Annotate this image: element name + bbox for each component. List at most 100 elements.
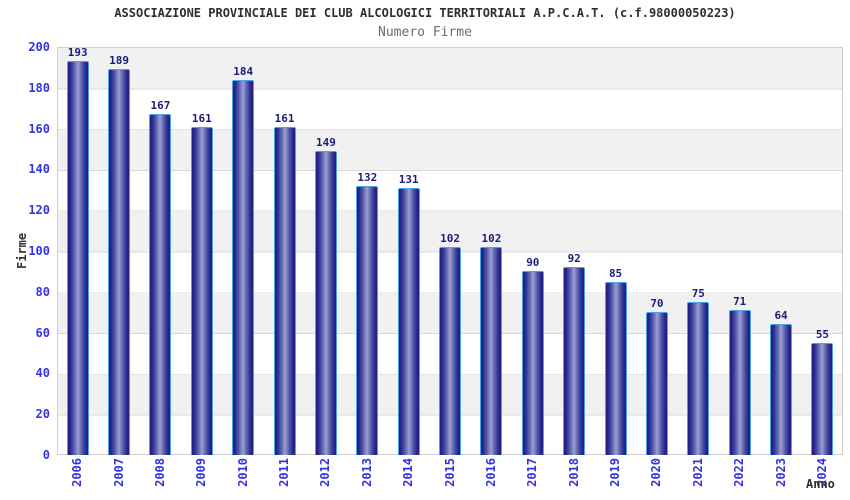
bar: [273, 126, 296, 455]
y-axis-tick-labels: 0 20 40 60 80 100 120 140 160 180 200: [0, 40, 50, 462]
bar-value-label: 189: [109, 54, 129, 68]
bar: [521, 271, 544, 455]
bar-slot-2011: 161: [264, 47, 305, 455]
bar: [190, 126, 213, 455]
bar-value-label: 102: [440, 231, 460, 245]
x-tick-label: 2017: [525, 458, 540, 487]
bar-slot-2018: 92: [554, 47, 595, 455]
bar: [314, 151, 337, 455]
bar-slot-2012: 149: [305, 47, 346, 455]
bar: [232, 79, 255, 455]
x-tick-label: 2010: [235, 458, 250, 487]
x-tick-slot: 2013: [347, 458, 388, 498]
x-tick-label: 2006: [70, 458, 85, 487]
y-tick-label: 40: [35, 366, 50, 381]
bar-value-label: 132: [357, 170, 378, 184]
bar-slot-2013: 132: [347, 47, 388, 455]
x-tick-label: 2012: [318, 458, 333, 487]
x-tick-label: 2011: [277, 458, 292, 487]
bar: [645, 312, 668, 455]
x-tick-slot: 2022: [719, 458, 760, 498]
x-tick-label: 2007: [111, 458, 126, 487]
y-tick-label: 180: [28, 80, 50, 95]
y-tick-label: 200: [28, 40, 50, 54]
bar: [604, 281, 627, 455]
x-tick-label: 2019: [608, 458, 623, 487]
x-tick-slot: 2017: [512, 458, 553, 498]
bar-slot-2014: 131: [388, 47, 429, 455]
chart-subtitle: Numero Firme: [378, 25, 472, 40]
y-tick-label: 20: [35, 407, 50, 422]
x-tick-slot: 2023: [760, 458, 801, 498]
bar: [687, 302, 710, 455]
bar-slot-2024: 55: [802, 47, 843, 455]
bar: [728, 310, 751, 455]
bar-slot-2016: 102: [471, 47, 512, 455]
bar: [108, 69, 131, 455]
x-tick-slot: 2006: [57, 458, 98, 498]
x-tick-slot: 2019: [595, 458, 636, 498]
bar: [811, 342, 834, 455]
bar-value-label: 161: [191, 111, 212, 125]
x-tick-slot: 2010: [223, 458, 264, 498]
y-tick-label: 160: [28, 121, 50, 136]
bar-value-label: 85: [608, 266, 623, 280]
bar: [439, 246, 462, 455]
bar: [356, 185, 379, 455]
x-tick-label: 2014: [401, 458, 416, 487]
bar-slot-2023: 64: [760, 47, 801, 455]
x-tick-slot: 2018: [554, 458, 595, 498]
bar: [563, 267, 586, 455]
x-tick-slot: 2021: [678, 458, 719, 498]
x-tick-slot: 2011: [264, 458, 305, 498]
x-tick-slot: 2015: [429, 458, 470, 498]
bar-value-label: 75: [691, 287, 705, 300]
bar: [770, 324, 793, 455]
x-tick-label: 2018: [566, 458, 581, 487]
x-tick-label: 2008: [152, 458, 167, 487]
y-tick-label: 140: [28, 162, 50, 177]
bar-value-label: 70: [650, 297, 664, 311]
bar-value-label: 149: [316, 136, 336, 150]
bar-slot-2021: 75: [678, 47, 719, 455]
bar-value-label: 102: [481, 231, 502, 245]
x-tick-slot: 2014: [388, 458, 429, 498]
bar: [480, 246, 503, 455]
x-tick-label: 2022: [732, 458, 747, 487]
bar-value-label: 167: [150, 99, 171, 113]
bar-slot-2017: 90: [512, 47, 553, 455]
bar-slot-2019: 85: [595, 47, 636, 455]
bar-value-label: 55: [815, 327, 830, 341]
bar-slot-2008: 167: [140, 47, 181, 455]
bar-value-label: 193: [67, 46, 88, 60]
x-tick-slot: 2007: [98, 458, 139, 498]
bar: [149, 114, 172, 455]
y-tick-label: 120: [28, 203, 50, 218]
x-axis-tick-labels: 2006 2007 2008 2009 2010 2011 2012 2013 2014 2015…: [57, 458, 843, 498]
bar-value-label: 161: [274, 111, 295, 125]
chart-title: ASSOCIAZIONE PROVINCIALE DEI CLUB ALCOLO…: [114, 6, 736, 20]
x-tick-label: 2009: [194, 458, 209, 487]
bar-slot-2010: 184: [223, 47, 264, 455]
bar: [397, 187, 420, 455]
x-tick-slot: 2020: [636, 458, 677, 498]
x-tick-label: 2016: [483, 458, 498, 487]
y-tick-label: 100: [28, 244, 50, 258]
bar-slot-2015: 102: [429, 47, 470, 455]
y-tick-label: 80: [35, 284, 50, 299]
y-tick-label: 60: [35, 325, 50, 340]
bar-value-label: 184: [233, 64, 254, 78]
bars-container: 193 189 167 161 184 161 149 132 131 102 102 90 92 85 7…: [57, 47, 843, 455]
x-tick-label: 2020: [649, 458, 664, 487]
x-tick-slot: 2016: [471, 458, 512, 498]
bar-value-label: 71: [733, 295, 747, 309]
x-axis-title: Anno: [806, 477, 835, 491]
x-tick-label: 2015: [442, 458, 457, 487]
bar-slot-2009: 161: [181, 47, 222, 455]
bar: [66, 61, 89, 455]
bar-value-label: 64: [774, 309, 788, 323]
x-tick-label: 2023: [773, 458, 788, 487]
y-tick-label: 0: [42, 448, 50, 462]
bar-value-label: 131: [398, 172, 419, 186]
